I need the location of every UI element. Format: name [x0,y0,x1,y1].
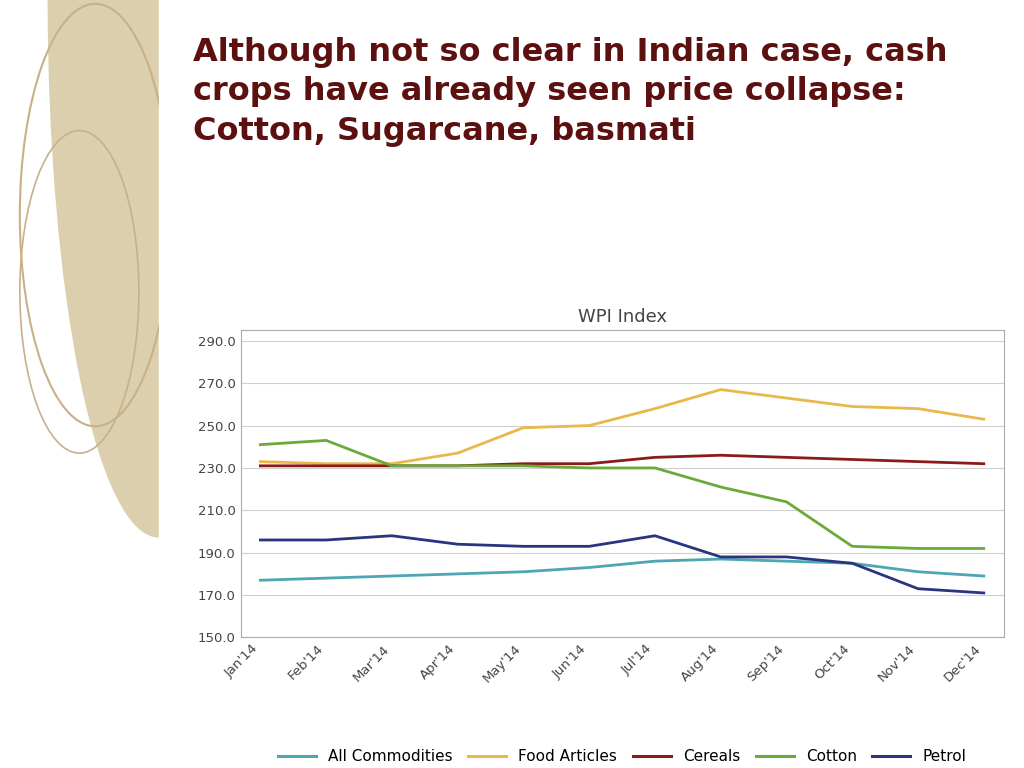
Title: WPI Index: WPI Index [578,308,667,326]
Text: Although not so clear in Indian case, cash
crops have already seen price collaps: Although not so clear in Indian case, ca… [194,37,948,147]
Legend: All Commodities, Food Articles, Cereals, Cotton, Petrol: All Commodities, Food Articles, Cereals,… [271,743,973,768]
Wedge shape [48,0,159,538]
